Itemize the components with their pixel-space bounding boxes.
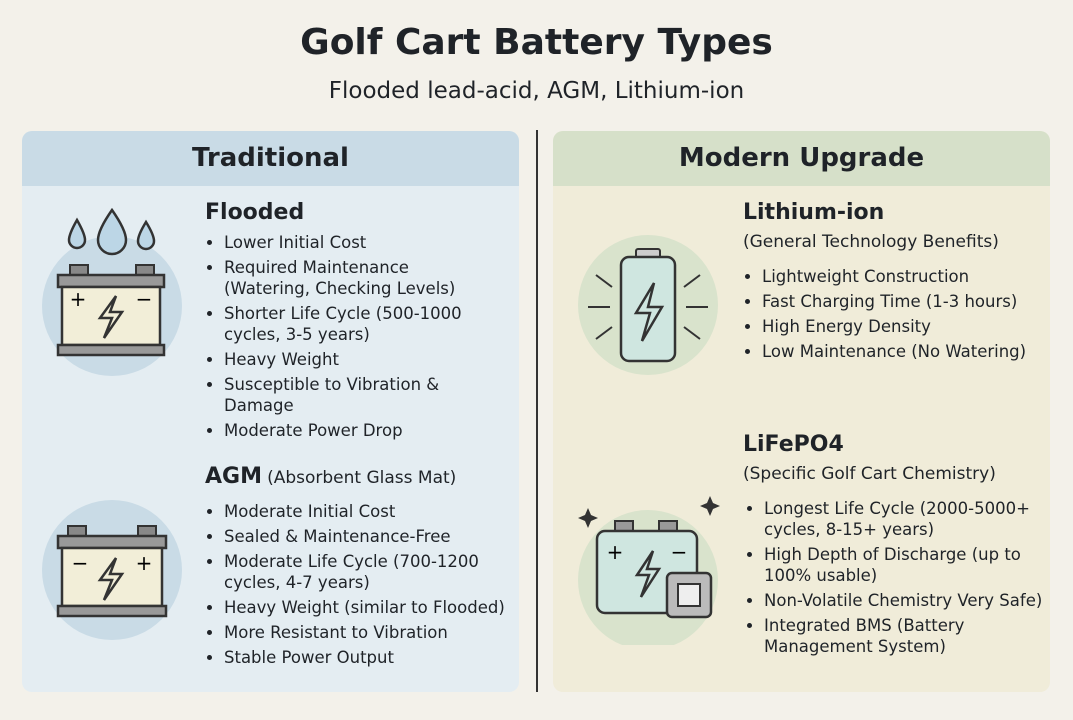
bullet-list: Lightweight Construction Fast Charging Ti… (743, 266, 1062, 366)
bullet-list: Moderate Initial Cost Sealed & Maintenanc… (205, 501, 524, 672)
bullet: Shorter Life Cycle (500-1000 cycles, 3-5… (224, 303, 489, 345)
bullet: More Resistant to Vibration (224, 622, 524, 643)
bullet: Low Maintenance (No Watering) (762, 341, 1062, 362)
bullet: Integrated BMS (Battery Management Syste… (764, 615, 1059, 657)
lifepo4-icon: + − (578, 496, 720, 645)
item-heading: AGM (Absorbent Glass Mat) (205, 464, 456, 489)
agm-icon: − + (42, 500, 182, 640)
bullet: Fast Charging Time (1-3 hours) (762, 291, 1062, 312)
bullet: Required Maintenance (Watering, Checking… (224, 257, 489, 299)
bullet: High Depth of Discharge (up to 100% usab… (764, 544, 1059, 586)
panel-heading: Modern Upgrade (553, 131, 1050, 186)
bullet: Lightweight Construction (762, 266, 1062, 287)
bullet: Moderate Power Drop (224, 420, 489, 441)
item-note: (Absorbent Glass Mat) (267, 468, 457, 488)
svg-text:−: − (72, 551, 89, 575)
panel-heading: Traditional (22, 131, 519, 186)
item-name: LiFePO4 (743, 432, 844, 457)
item-name: Flooded (205, 200, 305, 225)
bullet: Moderate Initial Cost (224, 501, 524, 522)
svg-text:+: + (607, 540, 624, 564)
bullet: Susceptible to Vibration & Damage (224, 374, 489, 416)
divider (536, 130, 538, 692)
bullet-list: Lower Initial Cost Required Maintenance (… (205, 232, 489, 445)
item-name: Lithium-ion (743, 200, 885, 225)
item-note: (Specific Golf Cart Chemistry) (743, 464, 996, 484)
item-name: AGM (205, 464, 262, 489)
bullet: Heavy Weight (similar to Flooded) (224, 597, 524, 618)
title: Golf Cart Battery Types (300, 22, 773, 63)
svg-text:+: + (136, 551, 153, 575)
bullet-list: Longest Life Cycle (2000-5000+ cycles, 8… (745, 498, 1059, 661)
bullet: Lower Initial Cost (224, 232, 489, 253)
bullet: Longest Life Cycle (2000-5000+ cycles, 8… (764, 498, 1059, 540)
bullet: Stable Power Output (224, 647, 524, 668)
lithium-icon (578, 235, 718, 375)
bullet: Non-Volatile Chemistry Very Safe) (764, 590, 1059, 611)
bullet: Moderate Life Cycle (700-1200 cycles, 4-… (224, 551, 524, 593)
svg-text:−: − (671, 540, 688, 564)
svg-text:−: − (136, 287, 153, 311)
item-note: (General Technology Benefits) (743, 232, 999, 252)
svg-text:+: + (70, 287, 87, 311)
flooded-icon: + − (42, 207, 182, 376)
bullet: Sealed & Maintenance-Free (224, 526, 524, 547)
bullet: Heavy Weight (224, 349, 489, 370)
subtitle: Flooded lead-acid, AGM, Lithium-ion (328, 78, 745, 104)
bullet: High Energy Density (762, 316, 1062, 337)
